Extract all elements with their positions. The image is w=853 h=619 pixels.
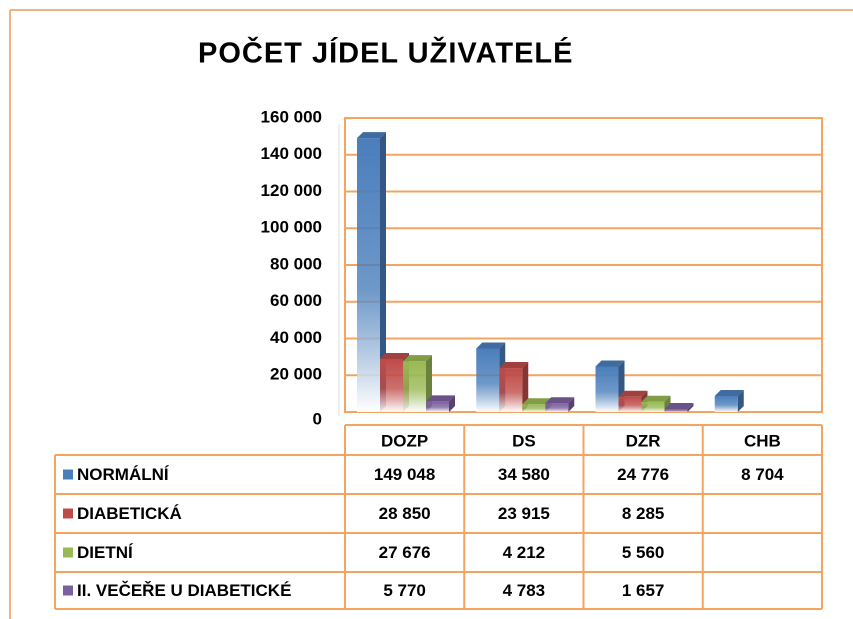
bar <box>522 404 546 412</box>
y-tick-label: 40 000 <box>270 328 322 347</box>
bar-top <box>664 402 694 409</box>
y-tick-label: 160 000 <box>261 107 322 126</box>
x-tick-label: DS <box>512 431 536 450</box>
bar-top <box>426 395 455 402</box>
data-label: 5 560 <box>622 543 665 562</box>
bar-top <box>618 390 648 397</box>
bar <box>545 403 569 412</box>
bar-top <box>522 398 552 405</box>
bar-top <box>714 390 744 397</box>
data-label: 8 285 <box>622 504 665 523</box>
bar <box>618 396 642 412</box>
bar-top <box>476 342 506 349</box>
y-tick-label: 20 000 <box>270 365 322 384</box>
bar-side <box>568 397 575 412</box>
y-tick-label: 60 000 <box>270 291 322 310</box>
bar-top <box>380 352 409 359</box>
bar-top <box>499 362 529 369</box>
bar <box>426 401 449 412</box>
bar-side <box>449 395 455 412</box>
bar-side <box>687 402 694 412</box>
data-label: 4 783 <box>503 581 546 600</box>
legend-label: DIETNÍ <box>77 543 134 562</box>
data-label: 34 580 <box>498 465 550 484</box>
y-tick-label: 120 000 <box>261 181 322 200</box>
legend-swatch <box>63 585 73 596</box>
legend-swatch <box>63 508 73 519</box>
bar <box>641 401 665 412</box>
bar-top <box>641 395 671 402</box>
x-tick-label: DOZP <box>381 431 428 450</box>
bar <box>380 358 403 412</box>
bar-top <box>403 355 432 362</box>
bar <box>499 368 523 412</box>
bar <box>357 138 380 412</box>
bar-side <box>380 132 386 412</box>
y-tick-label: 80 000 <box>270 254 322 273</box>
data-label: 28 850 <box>379 504 431 523</box>
data-label: 149 048 <box>374 465 435 484</box>
y-tick-label: 140 000 <box>261 144 322 163</box>
bar <box>476 348 500 412</box>
data-label: 27 676 <box>379 543 431 562</box>
bar-top <box>545 397 575 404</box>
legend-label: II. VEČEŘE U DIABETICKÉ <box>77 581 291 600</box>
bar <box>403 361 426 412</box>
data-label: 24 776 <box>617 465 669 484</box>
data-label: 4 212 <box>503 543 546 562</box>
bar <box>714 396 738 412</box>
data-label: 1 657 <box>622 581 665 600</box>
bar <box>595 366 619 412</box>
bar-side <box>737 390 744 412</box>
data-label: 5 770 <box>383 581 426 600</box>
bar-side <box>522 362 529 412</box>
y-tick-label: 0 <box>313 409 322 428</box>
legend-swatch <box>63 547 73 558</box>
y-tick-label: 100 000 <box>261 218 322 237</box>
data-label: 8 704 <box>741 465 784 484</box>
legend-label: NORMÁLNÍ <box>77 465 170 484</box>
bar-top <box>357 132 386 139</box>
legend-label: DIABETICKÁ <box>77 504 182 523</box>
bar-top <box>595 360 625 367</box>
x-tick-label: CHB <box>744 431 781 450</box>
x-tick-label: DZR <box>626 431 661 450</box>
legend-swatch <box>63 469 73 480</box>
chart-title: POČET JÍDEL UŽIVATELÉ <box>198 36 574 70</box>
data-label: 23 915 <box>498 504 550 523</box>
bar <box>664 408 688 412</box>
